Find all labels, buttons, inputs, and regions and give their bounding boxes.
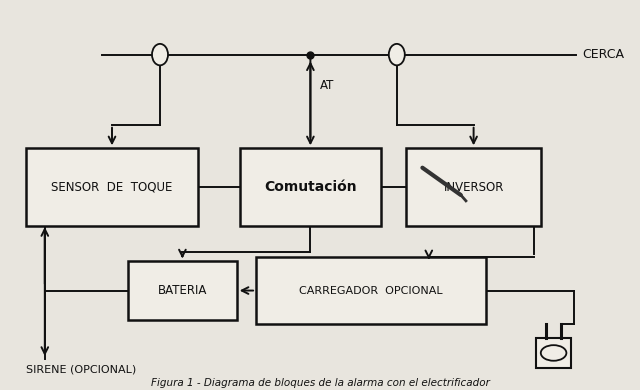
Text: SENSOR  DE  TOQUE: SENSOR DE TOQUE	[51, 181, 173, 194]
Bar	[128, 261, 237, 320]
Text: INVERSOR: INVERSOR	[444, 181, 504, 194]
Text: AT: AT	[320, 79, 334, 92]
Bar	[406, 148, 541, 226]
Text: SIRENE (OPCIONAL): SIRENE (OPCIONAL)	[26, 365, 136, 375]
Bar	[240, 148, 381, 226]
Text: BATERIA: BATERIA	[157, 284, 207, 297]
Bar	[26, 148, 198, 226]
Text: CERCA: CERCA	[582, 48, 625, 61]
Bar	[536, 338, 572, 367]
Bar	[256, 257, 486, 324]
Ellipse shape	[152, 44, 168, 66]
Text: CARREGADOR  OPCIONAL: CARREGADOR OPCIONAL	[300, 285, 443, 296]
Ellipse shape	[389, 44, 405, 66]
Text: Figura 1 - Diagrama de bloques de la alarma con el electrificador: Figura 1 - Diagrama de bloques de la ala…	[150, 378, 490, 388]
Text: Comutación: Comutación	[264, 180, 356, 194]
Circle shape	[541, 345, 566, 361]
